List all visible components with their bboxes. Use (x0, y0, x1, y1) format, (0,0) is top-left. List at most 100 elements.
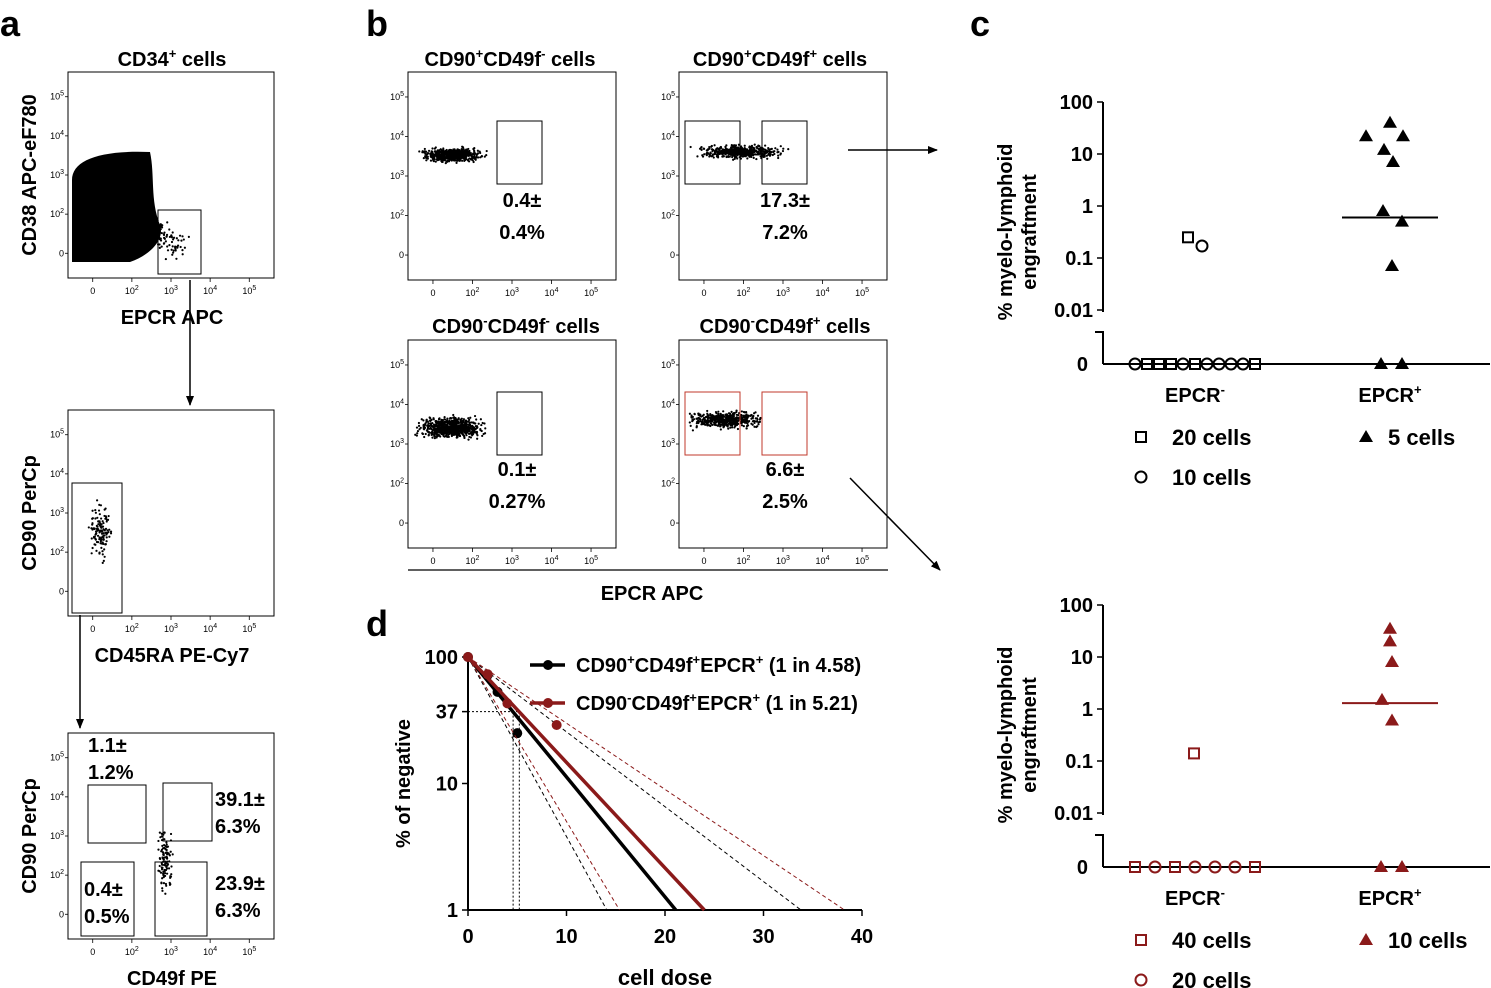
event-dot (453, 419, 456, 422)
x-tick-label: 0 (430, 556, 435, 566)
event-dot (728, 155, 731, 158)
event-dot (441, 160, 444, 163)
event-dot (108, 535, 111, 538)
event-dot (171, 853, 174, 856)
event-dot (742, 151, 745, 155)
panel-c-letter: c (970, 3, 990, 44)
event-dot (731, 415, 735, 418)
event-dot (758, 145, 761, 148)
event-dot (471, 427, 475, 430)
x-tick-label: 20 (654, 926, 676, 948)
open-circle-point (1208, 860, 1222, 874)
event-dot (737, 143, 740, 146)
filled-triangle-point (1377, 142, 1391, 155)
event-dot (701, 421, 704, 424)
x-tick-label: 102 (125, 946, 139, 957)
filled-triangle-point (1385, 259, 1399, 272)
event-dot (445, 434, 448, 437)
event-dot (709, 420, 712, 423)
open-square-point (1182, 231, 1194, 244)
event-dot (467, 438, 470, 441)
event-dot (426, 424, 429, 427)
event-dot (460, 154, 463, 157)
event-dot (719, 146, 722, 149)
event-dot (747, 152, 751, 155)
event-dot (434, 428, 437, 431)
event-dot (164, 851, 167, 854)
event-dot (734, 417, 738, 421)
event-dot (743, 411, 747, 414)
event-dot (458, 426, 461, 429)
event-dot (477, 422, 480, 425)
filled-triangle-point (1395, 214, 1409, 227)
event-dot (94, 511, 97, 514)
filled-triangle-point (1395, 860, 1409, 872)
x-tick-label: 0 (90, 286, 95, 296)
event-dot (440, 158, 443, 162)
event-dot (483, 155, 486, 158)
event-dot (98, 551, 101, 554)
event-dot (481, 421, 484, 425)
event-dot (689, 424, 692, 427)
y-tick-label: 105 (661, 91, 675, 102)
x-tick-label: 102 (125, 285, 139, 296)
event-dot (469, 436, 473, 439)
event-dot (693, 412, 696, 415)
event-dot (169, 850, 172, 853)
event-dot (441, 419, 444, 422)
event-dot (467, 417, 470, 420)
event-dot (450, 434, 453, 438)
event-dot (417, 421, 421, 425)
y-tick-label: 105 (50, 429, 64, 440)
event-dot (164, 862, 167, 865)
event-dot (93, 535, 96, 538)
event-dot (772, 150, 775, 153)
y-tick-label: 103 (50, 830, 64, 841)
open-circle-point (1148, 860, 1162, 874)
filled-triangle-point (1395, 357, 1409, 369)
event-dot (729, 148, 732, 152)
legend-marker-1 (543, 698, 553, 708)
y-tick-label: 100 (425, 647, 458, 669)
event-dot (452, 159, 455, 162)
y-tick-label: 104 (50, 791, 64, 802)
event-dot (445, 430, 449, 433)
event-dot (737, 146, 740, 149)
y-tick-label: 102 (390, 478, 404, 489)
event-dot (743, 416, 746, 419)
y-tick-label: 103 (50, 169, 64, 180)
event-dot (476, 434, 479, 437)
event-dot (717, 418, 721, 421)
event-dot (94, 538, 97, 541)
event-dot (171, 238, 175, 241)
y-tick-label: 103 (50, 507, 64, 518)
panel-c-top-chart: 100 10 1 0.1 0.01 0 % myelo-lymphoid engraftmen… (995, 92, 1490, 490)
x-tick-label: 103 (164, 946, 178, 957)
event-dot (467, 420, 470, 423)
event-dot (757, 423, 760, 426)
panel-a-plot2: 0 102 103 104 105 0 102 103 104 105 CD90 PerCp CD… (19, 409, 275, 667)
event-dot (745, 427, 748, 430)
event-dot (105, 540, 108, 543)
event-dot (467, 426, 470, 430)
event-dot (439, 153, 443, 156)
event-dot (722, 426, 725, 429)
filled-triangle-point (1385, 655, 1399, 668)
event-dot (162, 858, 165, 861)
event-dot (94, 509, 97, 512)
y-tick-label: 1 (1082, 699, 1093, 721)
event-dot (90, 537, 93, 540)
event-dot (434, 425, 437, 428)
event-dot (753, 147, 756, 151)
event-dot (758, 420, 761, 424)
event-dot (722, 423, 725, 426)
open-square-point (1135, 431, 1147, 443)
event-dot (168, 244, 171, 247)
event-dot (178, 234, 182, 237)
panel-d-letter: d (366, 603, 388, 644)
event-dot (718, 152, 722, 155)
event-dot (473, 156, 477, 160)
event-dot (475, 155, 478, 158)
event-dot (456, 422, 459, 425)
event-dot (441, 432, 444, 436)
